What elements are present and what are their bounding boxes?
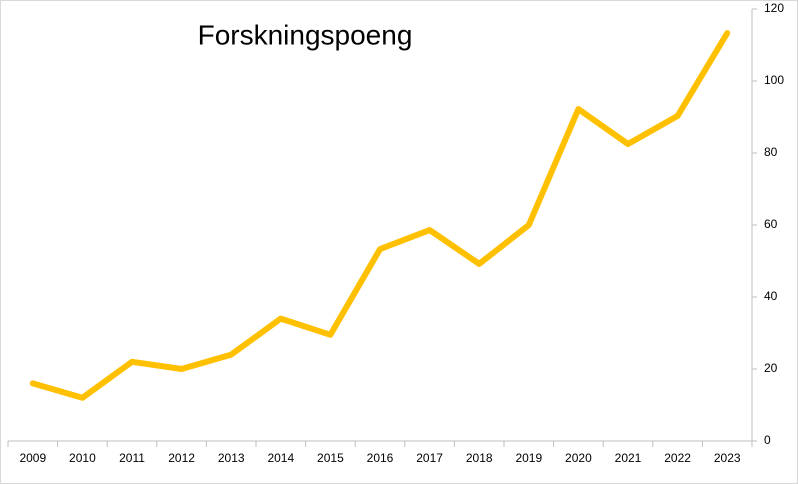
x-tick-label: 2019 xyxy=(515,451,542,465)
y-tick-label: 120 xyxy=(764,1,784,15)
x-tick-label: 2013 xyxy=(218,451,245,465)
x-tick-label: 2018 xyxy=(466,451,493,465)
y-tick-label: 0 xyxy=(764,433,771,447)
x-tick-label: 2011 xyxy=(119,451,145,465)
y-tick-label: 100 xyxy=(764,73,784,87)
x-tick-label: 2023 xyxy=(714,451,741,465)
x-tick-label: 2009 xyxy=(19,451,46,465)
x-tick-label: 2012 xyxy=(168,451,195,465)
x-tick-label: 2021 xyxy=(615,451,642,465)
x-tick-label: 2020 xyxy=(565,451,592,465)
chart-title: Forskningspoeng xyxy=(198,19,413,50)
y-tick-label: 60 xyxy=(764,217,778,231)
y-tick-label: 20 xyxy=(764,361,778,375)
x-tick-label: 2010 xyxy=(69,451,96,465)
data-line xyxy=(29,30,731,401)
y-tick-label: 80 xyxy=(764,145,778,159)
y-tick-label: 40 xyxy=(764,289,778,303)
x-tick-label: 2022 xyxy=(664,451,691,465)
x-tick-label: 2015 xyxy=(317,451,344,465)
x-tick-label: 2014 xyxy=(267,451,294,465)
x-tick-label: 2016 xyxy=(367,451,394,465)
x-tick-label: 2017 xyxy=(416,451,443,465)
